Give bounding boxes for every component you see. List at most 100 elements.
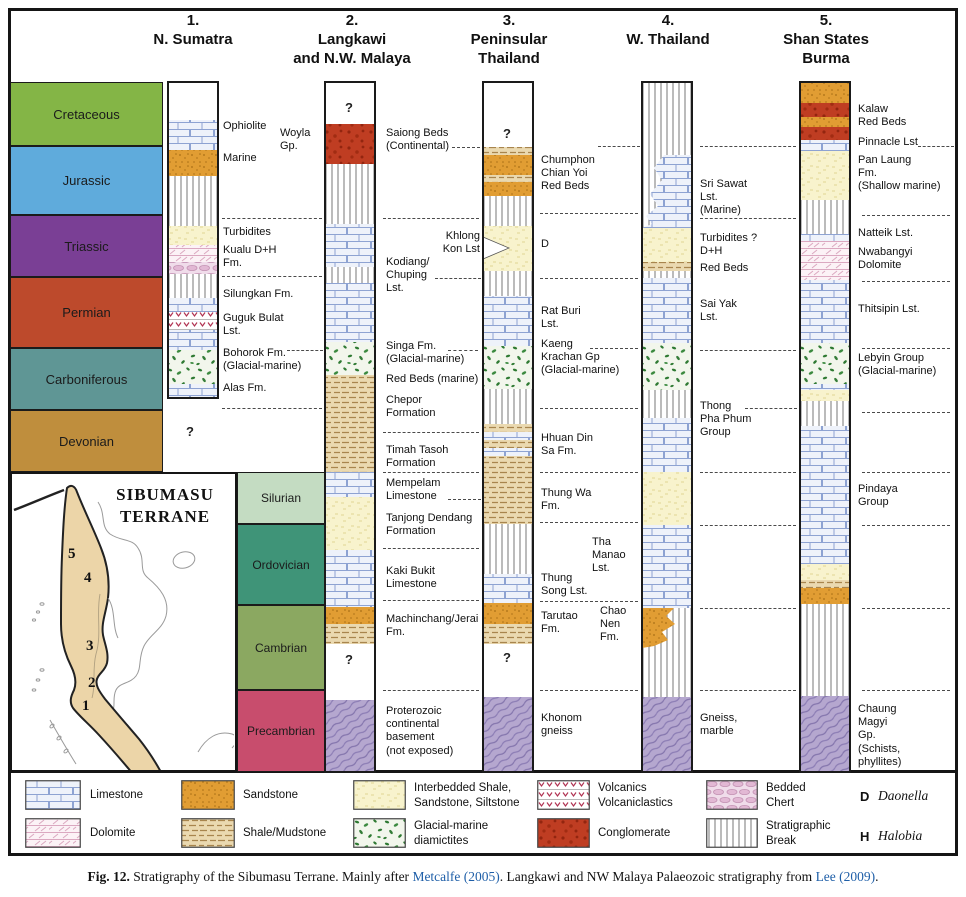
unit-label: Red Beds — [700, 262, 749, 274]
timescale-period-silurian: Silurian — [237, 472, 325, 524]
unit-dolomite — [168, 245, 218, 262]
unit-stratbreak — [642, 271, 692, 278]
unit-basement — [483, 697, 533, 772]
correlation-dash — [540, 601, 638, 602]
unit-limestone — [483, 574, 533, 603]
unit-stratbreak — [800, 401, 850, 426]
unit-label: Tha Manao Lst. — [592, 536, 626, 575]
unit-blank — [325, 644, 375, 700]
strat-column-w-thailand — [641, 81, 693, 773]
unit-label: Silungkan Fm. — [223, 288, 294, 300]
unit-label: D — [541, 238, 549, 250]
unit-interbedded — [800, 564, 850, 580]
legend-taxon-symbol-d: D — [860, 789, 870, 804]
unit-label: Kualu D+H Fm. — [223, 244, 277, 270]
legend-taxon-name-halobia: Halobia — [878, 828, 923, 843]
unit-label: Chumphon Chian Yoi Red Beds — [541, 154, 595, 193]
unit-label: Turbidites — [223, 226, 271, 238]
unit-blank — [483, 82, 533, 147]
unit-label: Turbidites ? D+H — [700, 232, 758, 258]
correlation-dash — [222, 408, 322, 409]
legend-label-dolomite: Dolomite — [90, 827, 136, 839]
strat-column-border — [167, 81, 219, 399]
strat-column-border — [482, 81, 534, 773]
correlation-dash — [383, 432, 479, 433]
unit-sandstone — [800, 117, 850, 127]
unit-stratbreak — [325, 267, 375, 283]
correlation-dash — [383, 218, 479, 219]
correlation-dash — [700, 350, 796, 351]
unit-label: Mempelam Limestone — [386, 477, 441, 503]
unit-label: Proterozoic continental basement (not ex… — [386, 705, 454, 757]
unit-stratbreak — [800, 604, 850, 696]
legend-taxon-name-daonella: Daonella — [878, 788, 929, 803]
unit-interbedded — [800, 151, 850, 200]
unit-label: Natteik Lst. — [858, 227, 914, 239]
legend-swatch-shale — [181, 818, 235, 848]
correlation-dash — [383, 472, 479, 473]
unit-label: Marine — [223, 152, 257, 164]
unit-stratbreak — [800, 200, 850, 234]
correlation-dash — [700, 146, 796, 147]
legend-label-shale: Shale/Mudstone — [243, 827, 327, 839]
unit-limestone — [642, 278, 692, 343]
unit-label: Bohorok Fm. (Glacial-marine) — [223, 347, 302, 373]
unit-sandstone — [483, 155, 533, 175]
unit-limestone — [800, 384, 850, 390]
unit-stratbreak — [483, 271, 533, 296]
timescale-period-jurassic: Jurassic — [10, 146, 163, 215]
unit-stratbreak — [483, 196, 533, 226]
correlation-dash — [862, 412, 950, 413]
caption-fig-label: Fig. 12. — [87, 869, 130, 884]
unit-stratbreak — [483, 389, 533, 424]
unit-label: Sri Sawat Lst. (Marine) — [700, 178, 748, 217]
unit-label: Chao Nen Fm. — [600, 605, 627, 644]
legend-taxon-symbol-h: H — [860, 829, 870, 844]
correlation-dash — [862, 608, 950, 609]
correlation-dash — [862, 525, 950, 526]
caption-ref-metcalfe[interactable]: Metcalfe (2005) — [412, 869, 500, 884]
correlation-dash — [862, 348, 950, 349]
caption-ref-lee[interactable]: Lee (2009) — [815, 869, 876, 884]
unit-label: Thung Wa Fm. — [541, 487, 592, 513]
unit-dolomite — [800, 241, 850, 280]
timescale-period-permian: Permian — [10, 277, 163, 348]
unit-sandstone — [483, 603, 533, 624]
legend-swatch-limestone — [25, 780, 81, 810]
unit-label: Pinnacle Lst — [858, 136, 918, 148]
unit-interbedded — [800, 390, 850, 401]
correlation-dash — [222, 276, 322, 277]
unit-stratbreak — [325, 164, 375, 224]
unit-label: Nwabangyi Dolomite — [858, 246, 913, 272]
unit-stratbreak — [483, 524, 533, 574]
unit-label: Pan Laung Fm. (Shallow marine) — [858, 154, 941, 193]
correlation-dash — [862, 690, 950, 691]
unit-interbedded — [325, 497, 375, 550]
correlation-dash — [862, 472, 950, 473]
correlation-dash — [700, 608, 796, 609]
uncertain-mark: ? — [345, 652, 353, 667]
unit-label: Khlong Kon Lst — [442, 230, 480, 256]
correlation-dash — [383, 600, 479, 601]
timescale-period-ordovician: Ordovician — [237, 524, 325, 605]
legend-label-interbedded: Interbedded Shale, Sandstone, Siltstone — [414, 782, 520, 809]
map-drawing — [13, 484, 234, 770]
timescale-period-cretaceous: Cretaceous — [10, 82, 163, 146]
unit-label: Rat Buri Lst. — [541, 305, 581, 331]
correlation-dash — [383, 690, 479, 691]
unit-limestone — [483, 432, 533, 440]
unit-label: Thong Pha Phum Group — [700, 400, 752, 439]
legend-label-stratbreak: Stratigraphic Break — [766, 820, 831, 847]
map-marker-1: 1 — [82, 698, 90, 714]
uncertain-mark: ? — [345, 100, 353, 115]
unit-shale — [483, 456, 533, 470]
column-header-n-sumatra: 1. N. Sumatra — [153, 12, 233, 48]
unit-label: Woyla Gp. — [280, 127, 311, 153]
unit-shale — [483, 175, 533, 182]
legend-swatch-chert — [706, 780, 758, 810]
unit-limestone — [800, 280, 850, 343]
unit-limestone — [642, 525, 692, 608]
unit-limestone — [800, 426, 850, 564]
legend-swatch-sandstone — [181, 780, 235, 810]
